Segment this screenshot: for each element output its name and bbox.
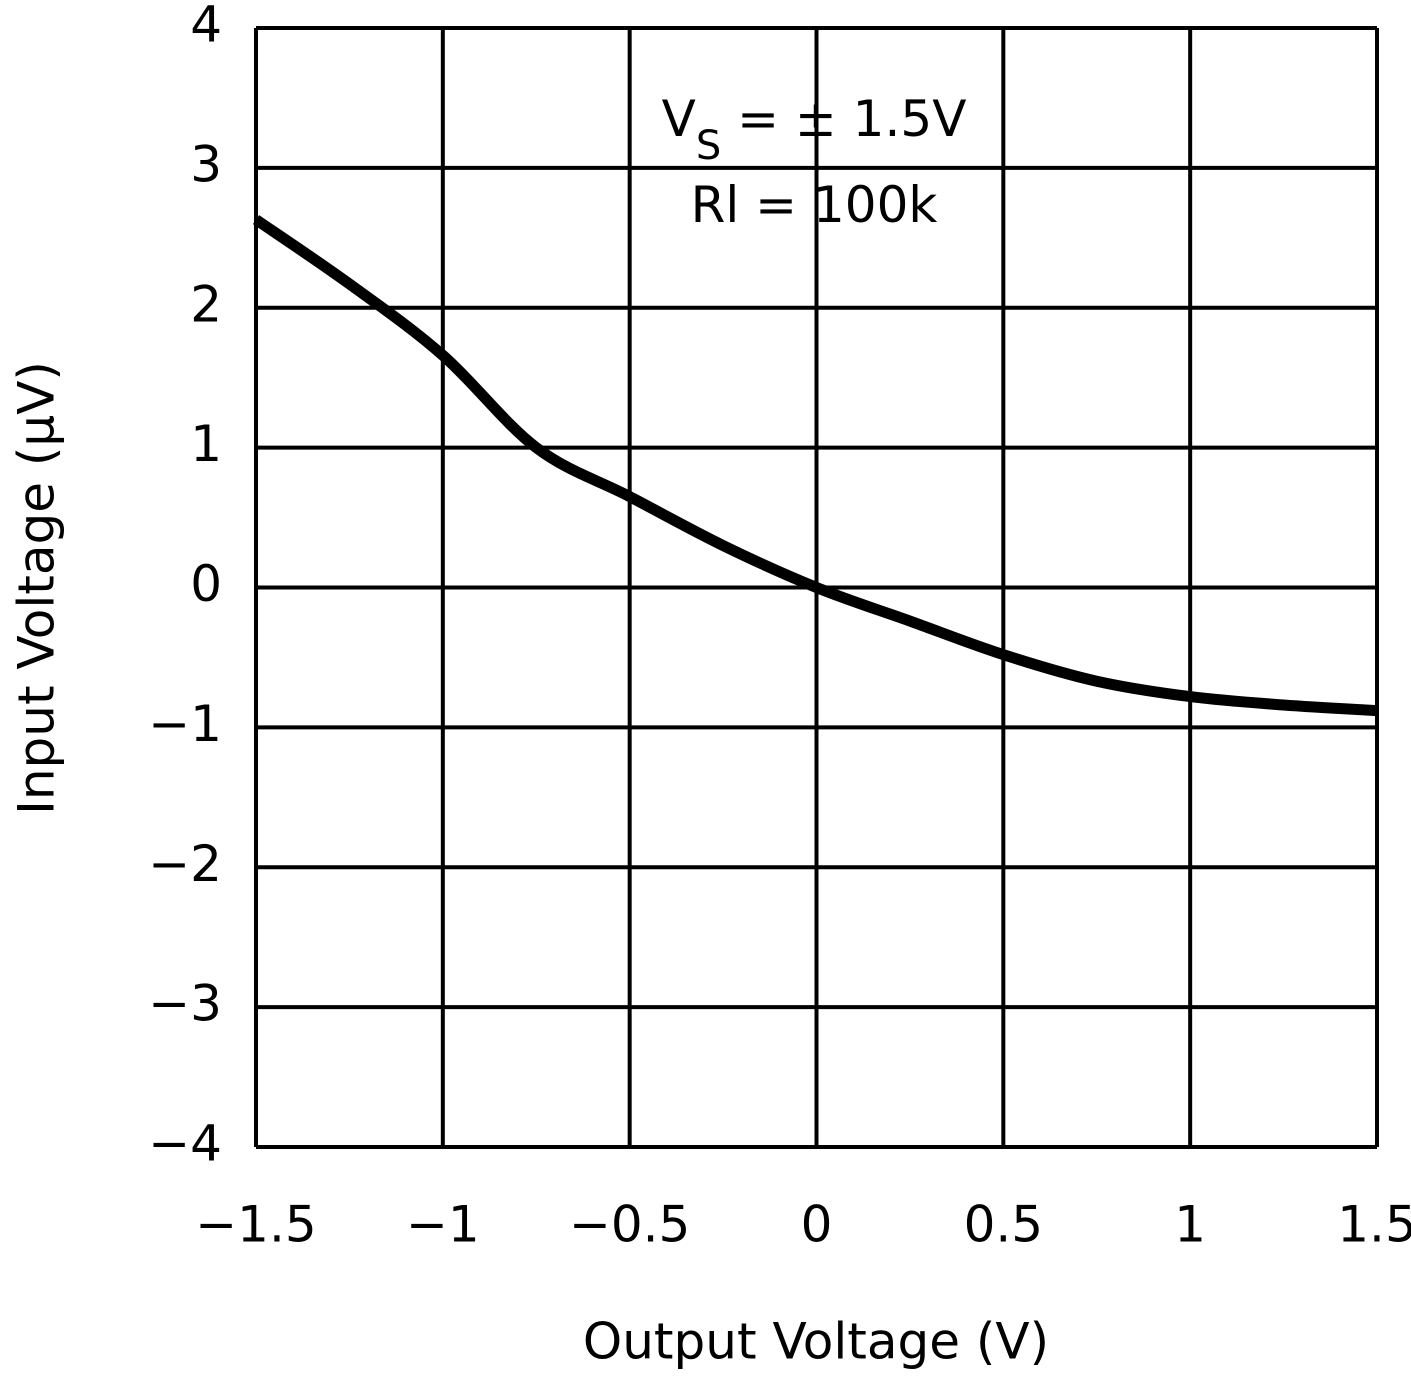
annotation: Rl = 100k [691,176,938,234]
y-tick-label: 3 [190,135,222,193]
data-line [252,215,1378,717]
annotation-background [644,80,984,240]
y-tick-label: −1 [148,695,222,753]
y-tick-label: 0 [190,555,222,613]
annotation-text: = ± 1.5V [721,90,966,148]
x-tick-label: 1 [1174,1196,1206,1254]
x-tick-label: −1 [406,1196,480,1254]
annotation-text: Rl = 100k [691,176,938,234]
x-tick-label: −1.5 [195,1196,316,1254]
annotation: VS = ± 1.5V [662,90,967,170]
x-axis-label: Output Voltage (V) [583,1313,1049,1371]
y-tick-label: −3 [148,975,222,1033]
y-tick-label: −2 [148,835,222,893]
y-axis-label: Input Voltage (μV) [8,361,66,815]
x-tick-label: 1.5 [1337,1196,1411,1254]
y-tick-label: −4 [148,1115,222,1173]
x-tick-label: 0 [801,1196,833,1254]
annotation-subscript: S [696,123,721,169]
annotation-text: V [662,90,696,148]
x-tick-label: −0.5 [569,1196,690,1254]
y-tick-label: 2 [190,275,222,333]
y-tick-label: 1 [190,415,222,473]
y-tick-label: 4 [190,0,222,54]
x-tick-label: 0.5 [964,1196,1044,1254]
